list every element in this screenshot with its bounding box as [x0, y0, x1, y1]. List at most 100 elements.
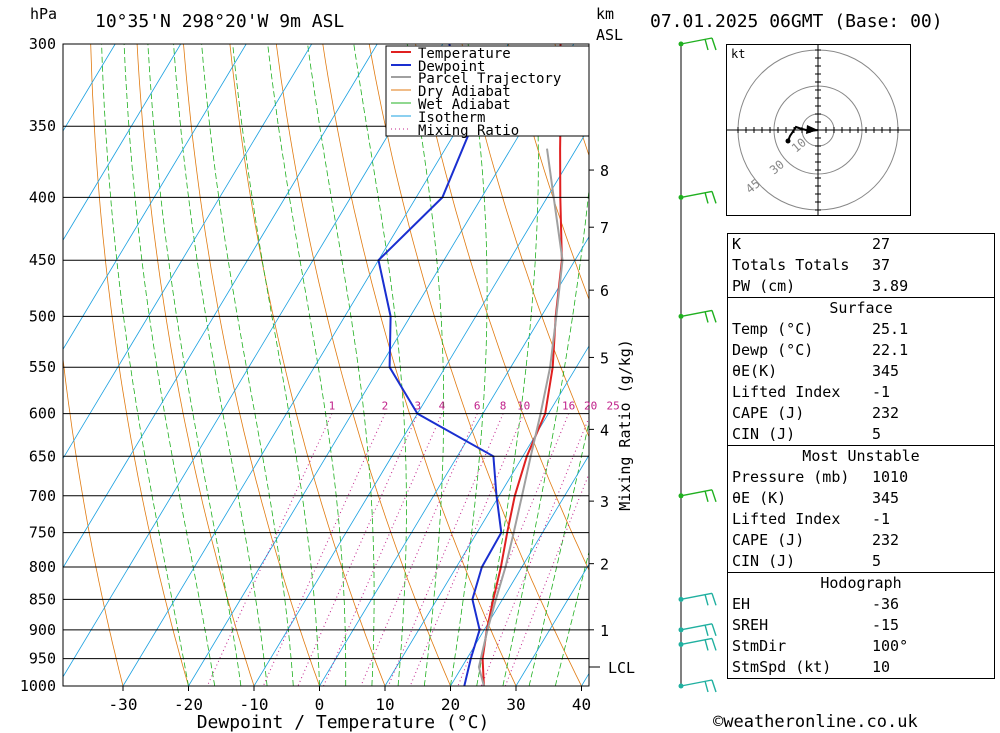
wind-barb-flag [711, 37, 717, 51]
index-value: 5 [872, 552, 882, 570]
wind-barb-icon [678, 679, 717, 693]
temp-tick-label: 30 [506, 695, 525, 714]
index-name: StmDir [732, 637, 787, 655]
wind-barb-icon [678, 623, 717, 637]
index-row: CAPE (J) 232 [728, 403, 995, 424]
index-value: -36 [872, 595, 900, 613]
wind-barb-icon [678, 190, 717, 204]
index-name: SREH [732, 616, 769, 634]
index-row: K 27 [728, 234, 995, 256]
index-name: θE (K) [732, 489, 787, 507]
pressure-tick-label: 950 [29, 650, 56, 668]
dry-adiabat [461, 44, 589, 438]
mixing-ratio-label: 4 [439, 400, 446, 413]
index-name: K [732, 235, 742, 253]
index-value: 1010 [872, 468, 909, 486]
index-value: 5 [872, 425, 882, 443]
wind-barb-flag [704, 680, 709, 693]
mixing-ratio-line [297, 413, 419, 686]
index-row: Lifted Index -1 [728, 509, 995, 530]
index-value: 345 [872, 489, 900, 507]
wind-barb-flag [704, 38, 709, 51]
dry-adiabat [183, 44, 320, 686]
index-value: 345 [872, 362, 900, 380]
km-tick-label: 3 [600, 493, 609, 511]
mixing-ratio-label: 6 [474, 400, 481, 413]
index-value: 232 [872, 531, 900, 549]
index-value: 10 [872, 658, 891, 676]
mixing-ratio-line [457, 413, 570, 686]
mixing-ratio-line [504, 472, 589, 686]
pressure-tick-label: 350 [29, 117, 56, 135]
wet-adiabat [123, 44, 216, 686]
dry-adiabat [694, 44, 725, 686]
pressure-tick-label: 300 [29, 35, 56, 53]
wind-barb-icon [678, 489, 717, 503]
legend-label-dewpoint: Dewpoint [418, 59, 485, 75]
isotherm [253, 126, 589, 686]
temp-tick-label: 10 [375, 695, 394, 714]
mixing-ratio-label: 16 [562, 400, 575, 413]
wind-barb-flag [711, 310, 717, 323]
temp-tick-label: 20 [441, 695, 460, 714]
temp-tick-label: 0 [315, 695, 325, 714]
wind-barb-flag [704, 490, 709, 502]
pressure-tick-label: 550 [29, 358, 56, 376]
index-name: CIN (J) [732, 552, 796, 570]
index-row: θE (K) 345 [728, 488, 995, 509]
index-row: CIN (J) 5 [728, 424, 995, 446]
wind-barb-icon [678, 592, 717, 606]
wind-barb-staff [680, 309, 713, 318]
index-row: EH -36 [728, 594, 995, 615]
hodograph-trace [785, 125, 819, 144]
wet-adiabat [528, 420, 589, 686]
isotherm [319, 236, 589, 686]
pressure-tick-label: 1000 [20, 677, 56, 695]
isotherm [384, 345, 589, 686]
index-name: PW (cm) [732, 277, 796, 295]
temp-tick-label: 40 [572, 695, 591, 714]
wet-adiabat [450, 44, 488, 686]
wet-adiabat [173, 44, 268, 686]
wet-adiabat [353, 44, 407, 686]
legend-label-parcel: Parcel Trajectory [418, 71, 561, 87]
index-name: CAPE (J) [732, 531, 805, 549]
km-tick-label: 5 [600, 349, 609, 367]
index-name: StmSpd (kt) [732, 658, 832, 676]
mixing-ratio-label: 1 [329, 400, 336, 413]
mixing-ratio-line [206, 413, 333, 686]
index-row: CIN (J) 5 [728, 551, 995, 573]
section-header: Hodograph [727, 572, 995, 594]
wind-barb-flag [704, 624, 709, 637]
footer-credit: ©weatheronline.co.uk [713, 712, 918, 732]
wet-adiabat [232, 44, 320, 686]
lcl-label: LCL [608, 659, 635, 677]
km-tick-label: 6 [600, 282, 609, 300]
isotherm [515, 563, 589, 686]
wind-barb-staff [680, 637, 713, 646]
hpa-unit-label: hPa [30, 5, 58, 23]
asl-unit-label: ASL [596, 26, 624, 44]
station-location: 10°35'N 298°20'W 9m ASL [95, 11, 345, 32]
section-title-hodograph: Hodograph [727, 572, 995, 594]
index-name: Totals Totals [732, 256, 850, 274]
isotherm [63, 44, 182, 241]
run-date: 07.01.2025 06GMT (Base: 00) [650, 11, 943, 32]
isotherm [63, 44, 444, 678]
wet-adiabat [554, 550, 589, 686]
temp-tick-label: -10 [240, 695, 269, 714]
wind-barb-staff [680, 592, 713, 601]
isotherm [63, 44, 116, 132]
mixing-ratio-line [262, 413, 386, 686]
hodograph-unit: kt [731, 47, 745, 61]
pressure-tick-label: 400 [29, 188, 56, 206]
pressure-tick-label: 600 [29, 405, 56, 423]
wet-adiabat [406, 44, 445, 686]
legend-label-dry-adiabat: Dry Adiabat [418, 84, 511, 100]
wind-barb-staff [680, 623, 713, 631]
mixing-ratio-label: 8 [500, 400, 507, 413]
index-name: Lifted Index [732, 383, 841, 401]
dry-adiabat [554, 44, 589, 157]
index-value: -1 [872, 383, 891, 401]
